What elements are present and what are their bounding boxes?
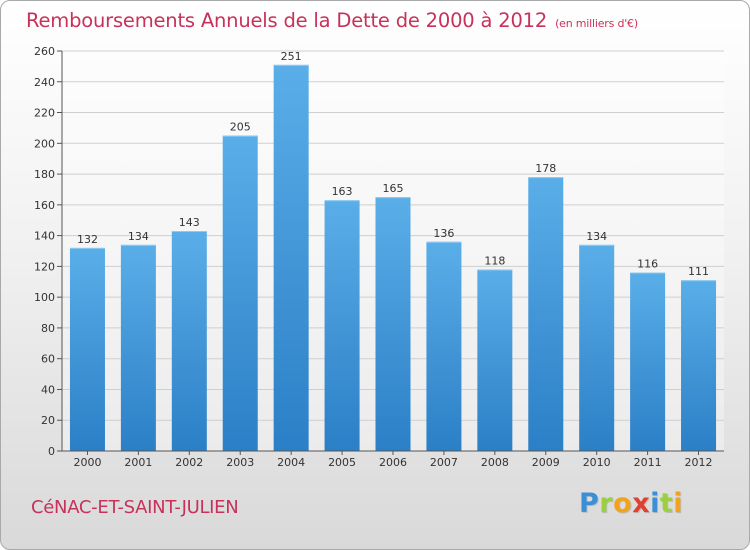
data-label: 134 [128, 230, 149, 243]
y-tick-label: 20 [41, 414, 55, 427]
bar [324, 200, 360, 451]
x-tick-label: 2006 [379, 456, 407, 469]
data-label: 136 [433, 227, 454, 240]
data-label: 163 [332, 185, 353, 198]
data-label: 251 [281, 50, 302, 63]
x-tick-label: 2002 [175, 456, 203, 469]
y-tick-label: 40 [41, 383, 55, 396]
y-tick-label: 60 [41, 353, 55, 366]
y-tick-label: 160 [34, 199, 55, 212]
data-label: 132 [77, 233, 98, 246]
y-tick-label: 260 [34, 45, 55, 58]
bar [681, 280, 717, 451]
axes: 0 20 40 60 80 100 120 140 160 180 200 220 240 260 2000… [34, 45, 724, 469]
chart-subtitle: (en milliers d'€) [555, 17, 638, 30]
x-tick-label: 2001 [124, 456, 152, 469]
bar [222, 135, 258, 451]
chart-title-text: Remboursements Annuels de la Dette de 20… [26, 9, 548, 32]
bar [579, 244, 615, 451]
y-tick-label: 80 [41, 322, 55, 335]
proxiti-logo: Proxiti [579, 488, 684, 519]
data-label: 134 [586, 230, 607, 243]
x-tick-label: 2009 [532, 456, 560, 469]
data-label: 111 [688, 265, 709, 278]
data-label: 178 [535, 162, 556, 175]
bar [273, 64, 309, 451]
x-tick-label: 2005 [328, 456, 356, 469]
data-label: 165 [383, 182, 404, 195]
x-tick-label: 2012 [685, 456, 713, 469]
x-tick-label: 2003 [226, 456, 254, 469]
y-tick-label: 120 [34, 260, 55, 273]
x-tick-label: 2011 [634, 456, 662, 469]
y-tick-label: 140 [34, 230, 55, 243]
data-label: 143 [179, 216, 200, 229]
x-tick-label: 2010 [583, 456, 611, 469]
chart-title: Remboursements Annuels de la Dette de 20… [26, 9, 638, 32]
y-tick-label: 220 [34, 107, 55, 120]
data-label: 116 [637, 258, 658, 271]
bar [630, 272, 666, 451]
x-tick-label: 2008 [481, 456, 509, 469]
bar [171, 231, 207, 451]
x-tick-label: 2000 [73, 456, 101, 469]
bar [120, 244, 156, 451]
x-tick-label: 2007 [430, 456, 458, 469]
bars: 132 134 143 205 251 163 165 136 118 178 134 116 111 [69, 50, 717, 451]
data-label: 205 [230, 121, 251, 134]
bar [375, 197, 411, 451]
y-tick-label: 180 [34, 168, 55, 181]
y-tick-label: 240 [34, 76, 55, 89]
bar [528, 177, 564, 451]
location-name: CéNAC-ET-SAINT-JULIEN [31, 497, 239, 518]
y-tick-label: 100 [34, 291, 55, 304]
data-label: 118 [484, 254, 505, 267]
x-tick-label: 2004 [277, 456, 305, 469]
bar [477, 269, 513, 451]
y-tick-label: 200 [34, 137, 55, 150]
y-tick-label: 0 [48, 445, 55, 458]
bar [69, 247, 105, 451]
bar [426, 241, 462, 451]
